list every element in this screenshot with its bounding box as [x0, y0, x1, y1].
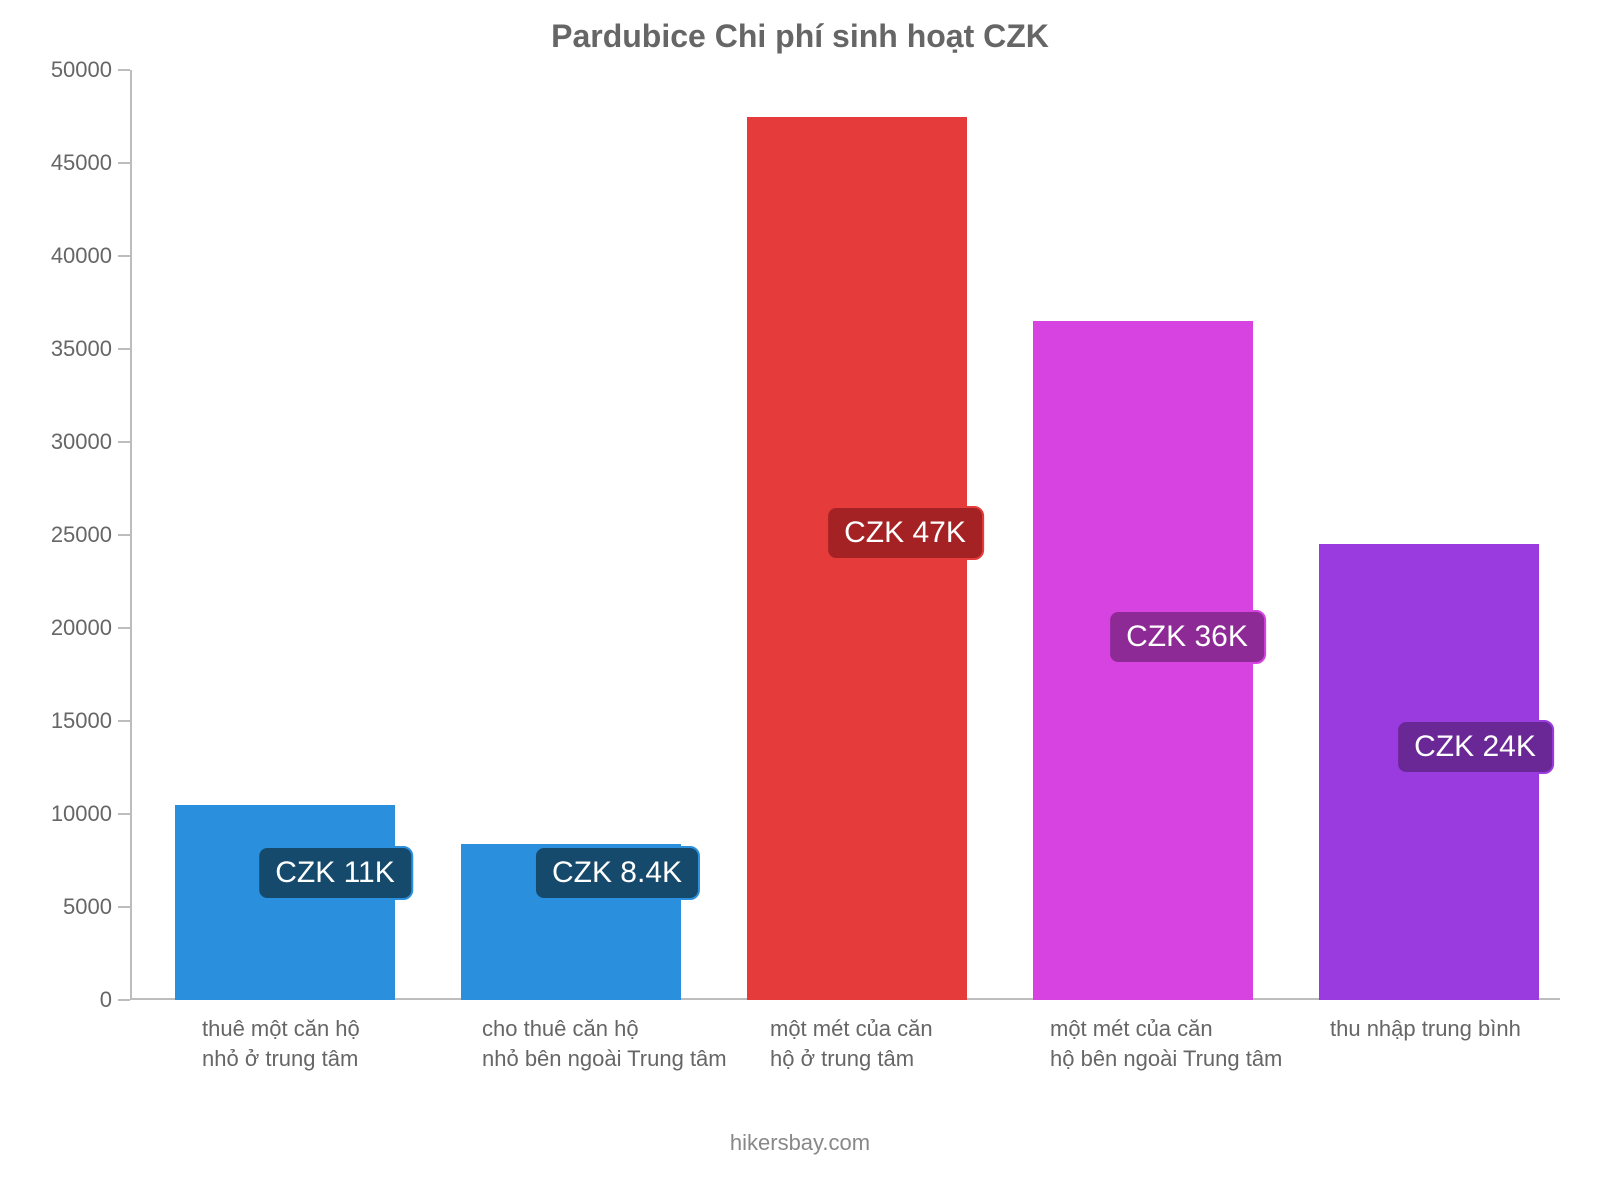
- y-tick: [118, 69, 130, 71]
- value-badge-sqm-center: CZK 47K: [826, 506, 984, 560]
- plot-area: 0500010000150002000025000300003500040000…: [130, 70, 1560, 1000]
- y-tick-label: 35000: [51, 336, 112, 362]
- y-tick-label: 10000: [51, 801, 112, 827]
- y-tick: [118, 720, 130, 722]
- x-label-avg-income: thu nhập trung bình: [1330, 1014, 1521, 1044]
- bar-rent-small-center: [175, 805, 395, 1000]
- x-label-rent-small-outside: cho thuê căn hộ nhỏ bên ngoài Trung tâm: [482, 1014, 727, 1073]
- y-tick: [118, 534, 130, 536]
- value-badge-avg-income: CZK 24K: [1396, 720, 1554, 774]
- value-badge-rent-small-outside: CZK 8.4K: [534, 846, 700, 900]
- y-tick-label: 50000: [51, 57, 112, 83]
- x-label-sqm-center: một mét của căn hộ ở trung tâm: [770, 1014, 933, 1073]
- value-badge-rent-small-center: CZK 11K: [257, 846, 413, 900]
- x-label-sqm-outside: một mét của căn hộ bên ngoài Trung tâm: [1050, 1014, 1282, 1073]
- chart-title: Pardubice Chi phí sinh hoạt CZK: [0, 18, 1600, 55]
- y-tick: [118, 813, 130, 815]
- source-footer: hikersbay.com: [0, 1130, 1600, 1156]
- y-tick: [118, 162, 130, 164]
- y-tick: [118, 999, 130, 1001]
- y-tick-label: 40000: [51, 243, 112, 269]
- y-tick-label: 30000: [51, 429, 112, 455]
- y-tick: [118, 906, 130, 908]
- y-tick-label: 25000: [51, 522, 112, 548]
- y-tick-label: 15000: [51, 708, 112, 734]
- y-tick: [118, 255, 130, 257]
- y-tick-label: 45000: [51, 150, 112, 176]
- y-tick: [118, 348, 130, 350]
- y-tick-label: 5000: [63, 894, 112, 920]
- y-tick-label: 0: [100, 987, 112, 1013]
- y-tick-label: 20000: [51, 615, 112, 641]
- chart-container: Pardubice Chi phí sinh hoạt CZK 05000100…: [0, 0, 1600, 1200]
- y-tick: [118, 441, 130, 443]
- value-badge-sqm-outside: CZK 36K: [1108, 610, 1266, 664]
- y-tick: [118, 627, 130, 629]
- x-label-rent-small-center: thuê một căn hộ nhỏ ở trung tâm: [202, 1014, 360, 1073]
